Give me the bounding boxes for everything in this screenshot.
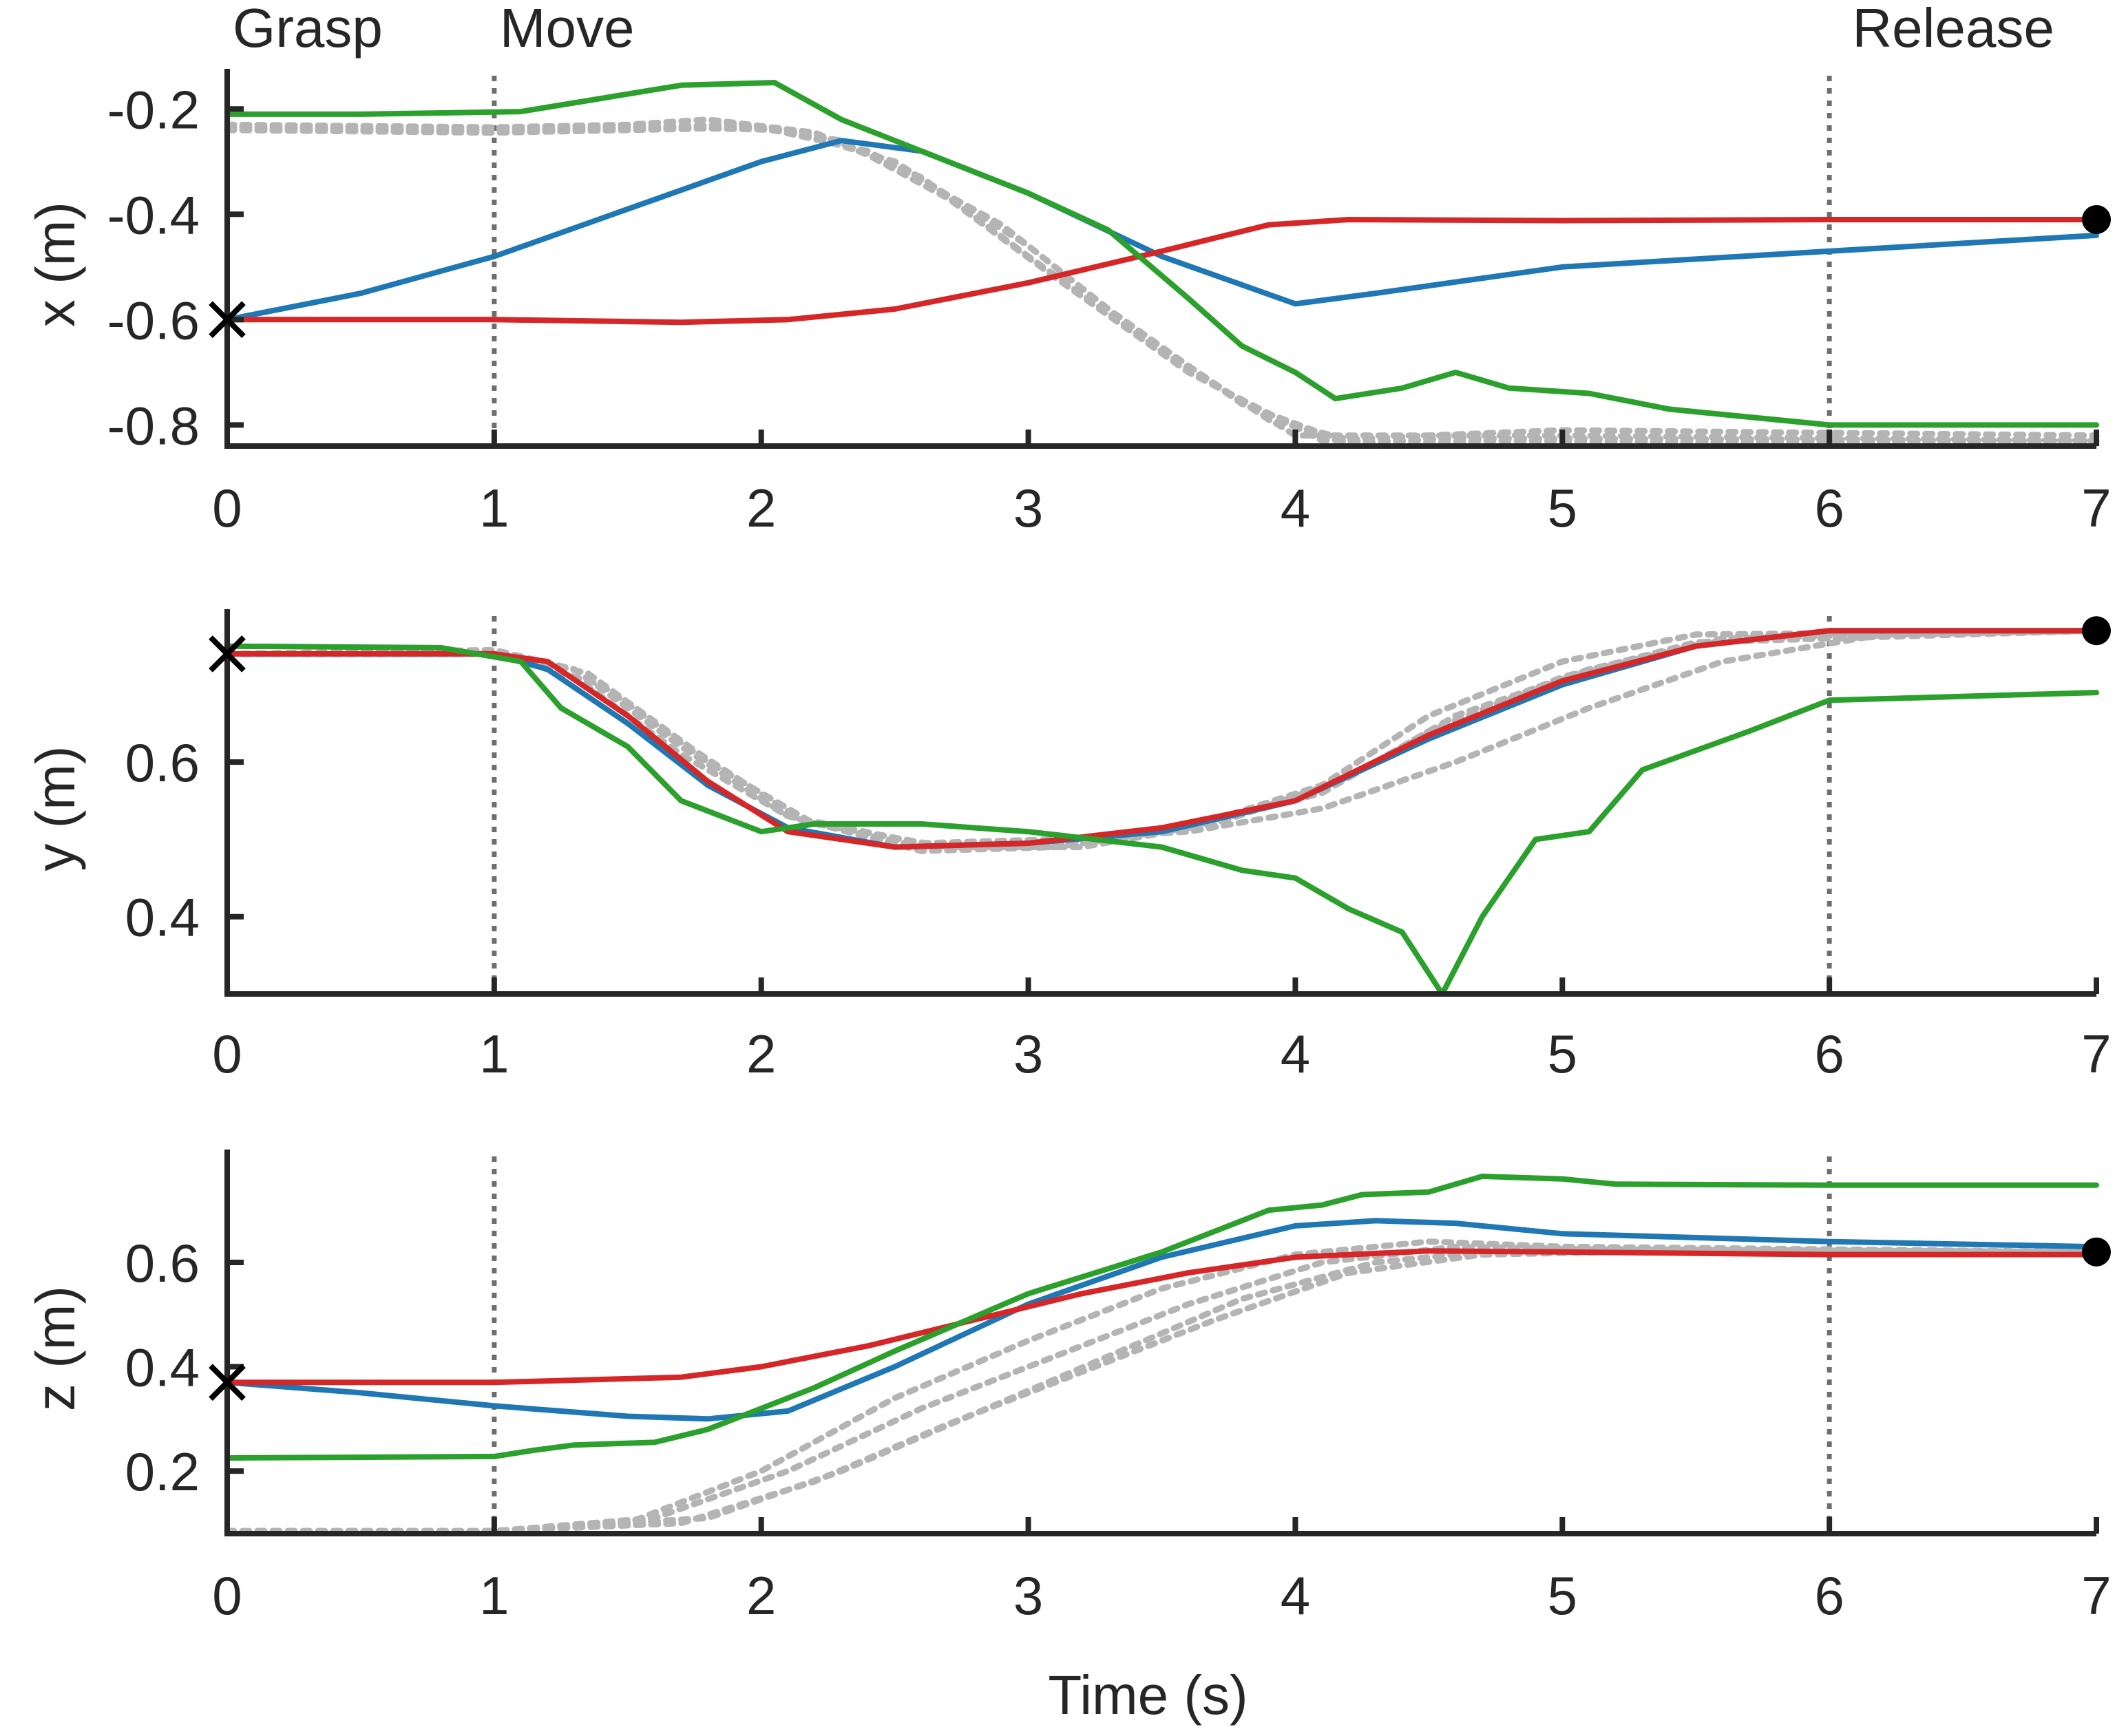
x-tick-label: 2	[746, 478, 776, 538]
x-tick-label: 5	[1548, 478, 1577, 538]
series-red	[224, 217, 2099, 326]
x-tick-label: 0	[212, 1565, 242, 1626]
axis-lines	[224, 609, 2096, 997]
end-marker	[2082, 204, 2111, 234]
x-tick-label: 6	[1814, 478, 1844, 538]
phase-label-grasp: Grasp	[233, 0, 383, 59]
y-axis-label: y (m)	[25, 745, 86, 871]
y-tick-label: 0.6	[125, 732, 200, 793]
x-tick-label: 4	[1281, 1024, 1310, 1084]
series-green	[224, 80, 2099, 428]
start-marker	[209, 301, 246, 339]
x-tick-label: 1	[479, 1565, 509, 1626]
x-tick-label: 2	[746, 1024, 776, 1084]
series-sample-2	[224, 121, 2100, 444]
phase-label-release: Release	[1852, 0, 2054, 59]
series-blue	[224, 628, 2099, 850]
series-sample-3	[224, 627, 2100, 847]
series-blue	[224, 138, 2099, 323]
x-tick-label: 6	[1814, 1024, 1844, 1084]
y-axis-label: z (m)	[25, 1286, 86, 1411]
panel-x	[224, 69, 2100, 449]
series-sample-1	[224, 627, 2100, 854]
series-red	[224, 628, 2099, 850]
x-tick-label: 2	[746, 1565, 776, 1626]
end-marker	[2082, 1237, 2111, 1267]
x-tick-label: 5	[1548, 1024, 1577, 1084]
y-tick-label: -0.8	[107, 395, 200, 456]
x-tick-label: 0	[212, 478, 242, 538]
panel-y	[224, 609, 2100, 997]
start-marker	[209, 635, 246, 673]
series-green	[224, 643, 2099, 997]
y-tick-label: 0.6	[125, 1233, 200, 1293]
series-sample-4	[224, 1246, 2100, 1534]
start-marker	[209, 1364, 246, 1401]
y-axis-label: x (m)	[25, 202, 86, 327]
end-marker	[2082, 616, 2111, 646]
series-sample-2	[224, 627, 2100, 851]
x-tick-label: 5	[1548, 1565, 1577, 1626]
x-tick-label: 3	[1013, 478, 1043, 538]
series-green	[224, 1173, 2099, 1461]
x-tick-label: 7	[2081, 478, 2111, 538]
x-tick-label: 3	[1013, 1024, 1043, 1084]
phase-label-move: Move	[500, 0, 635, 59]
x-tick-label: 7	[2081, 1565, 2111, 1626]
y-tick-label: 0.4	[125, 887, 200, 948]
x-tick-label: 7	[2081, 1024, 2111, 1084]
panel-z	[224, 1150, 2100, 1536]
x-axis-label: Time (s)	[1048, 1664, 1248, 1726]
x-tick-label: 0	[212, 1024, 242, 1084]
series-sample-1	[224, 1238, 2100, 1534]
series-sample-1	[224, 116, 2100, 444]
x-tick-label: 1	[479, 478, 509, 538]
y-tick-label: 0.4	[125, 1337, 200, 1398]
x-tick-label: 6	[1814, 1565, 1844, 1626]
y-tick-label: 0.2	[125, 1441, 200, 1502]
y-tick-label: -0.4	[107, 184, 200, 245]
y-tick-label: -0.2	[107, 79, 200, 140]
x-tick-label: 4	[1281, 1565, 1310, 1626]
series-sample-3	[224, 1249, 2100, 1534]
series-sample-4	[224, 627, 2100, 851]
series-red	[224, 1248, 2099, 1386]
y-tick-label: -0.6	[107, 290, 200, 350]
series-sample-4	[224, 124, 2100, 449]
x-tick-label: 4	[1281, 478, 1310, 538]
x-tick-label: 3	[1013, 1565, 1043, 1626]
series-sample-3	[224, 124, 2100, 447]
x-tick-label: 1	[479, 1024, 509, 1084]
